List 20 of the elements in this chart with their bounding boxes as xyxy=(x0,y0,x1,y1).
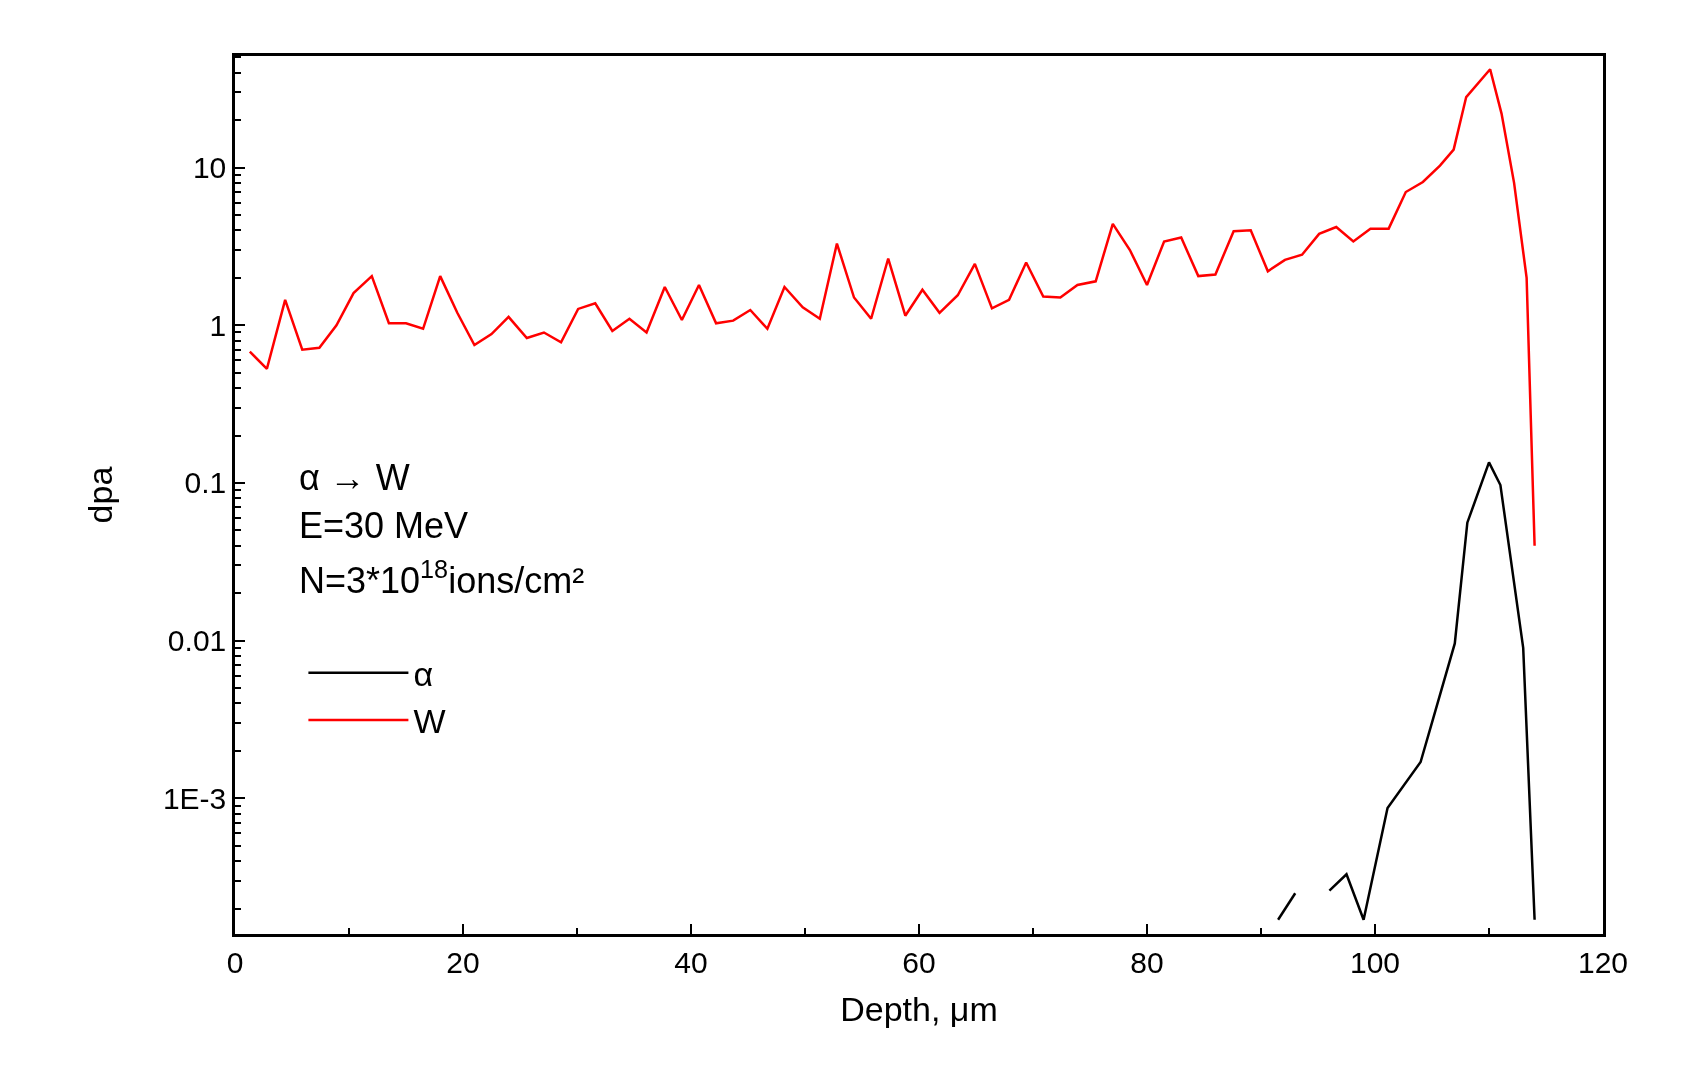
line-series xyxy=(248,68,1536,547)
y-axis-title: dpa xyxy=(81,466,120,524)
annotation: N=3*10$^{18}$ions/cm² xyxy=(299,555,585,602)
y-tick-label: 1E-3 xyxy=(162,781,227,815)
x-tick-label: 40 xyxy=(674,945,708,979)
x-axis-title: Depth, μm xyxy=(840,990,998,1029)
annotation: E=30 MeV xyxy=(299,505,469,546)
y-tick-label: 1 xyxy=(209,308,227,342)
x-tick-label: 20 xyxy=(446,945,480,979)
y-tick-label: 10 xyxy=(192,151,227,185)
y-tick-label: 0.01 xyxy=(167,624,227,658)
y-tick-label: 0.1 xyxy=(184,466,227,500)
legend-label: W xyxy=(413,702,446,741)
annotation: α → W xyxy=(299,457,410,498)
x-tick-label: 120 xyxy=(1577,945,1629,979)
x-tick-label: 0 xyxy=(226,945,244,979)
x-tick-label: 60 xyxy=(902,945,936,979)
legend-label: α xyxy=(413,655,434,694)
x-tick-label: 100 xyxy=(1349,945,1401,979)
x-tick-label: 80 xyxy=(1130,945,1164,979)
